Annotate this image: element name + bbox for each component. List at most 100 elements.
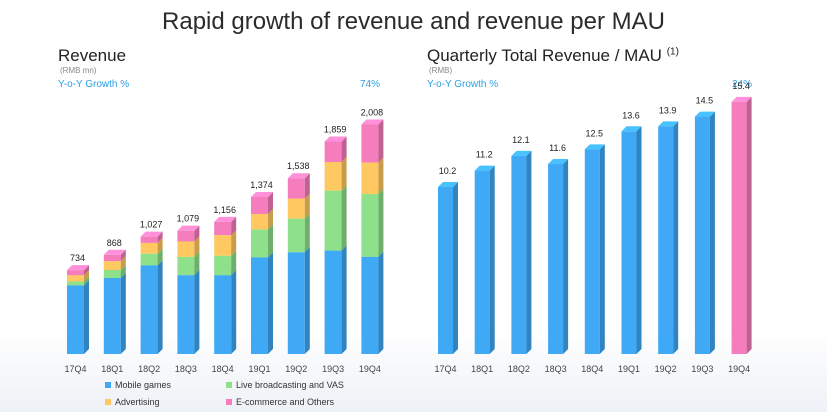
bar-17Q4-mobile-games-side <box>84 280 89 354</box>
revenue-per-mau-heading: Quarterly Total Revenue / MAU (1) <box>427 46 679 66</box>
bar-18Q2-mobile-games <box>140 260 163 354</box>
bar-18Q1-live-broadcasting-and-vas-front <box>103 270 121 278</box>
bar-18Q2-e-commerce-and-others-top <box>140 231 163 237</box>
bar-18Q3-mobile-games-front <box>177 275 195 354</box>
bar-19Q1-live-broadcasting-and-vas-side <box>268 224 273 258</box>
bar-19Q3-advertising-front <box>324 162 342 191</box>
bar-19Q3-live-broadcasting-and-vas <box>324 185 347 251</box>
x-tick-label: 19Q2 <box>285 364 307 374</box>
bar-19Q3-e-commerce-and-others-front <box>324 141 342 162</box>
bar-18Q2-live-broadcasting-and-vas-front <box>140 253 158 266</box>
bar-total-label: 1,374 <box>250 180 273 190</box>
bar-19Q1-advertising-side <box>268 209 273 230</box>
bar-18Q1-mobile-games-front <box>103 278 121 354</box>
bar-mau-18Q1-top <box>474 165 495 171</box>
bar-17Q4-mobile-games <box>67 280 89 354</box>
revenue-per-mau-growth-value: 24% <box>732 79 753 90</box>
bar-19Q1-advertising-front <box>251 214 268 230</box>
bar-mau-19Q3-side <box>709 111 715 354</box>
bar-18Q3-mobile-games <box>177 270 200 354</box>
bar-19Q4-mobile-games <box>361 251 384 354</box>
bar-18Q3-e-commerce-and-others <box>177 225 200 242</box>
bar-mau-19Q2-top <box>658 121 679 127</box>
bar-value-label: 12.5 <box>586 128 604 138</box>
bar-18Q1-e-commerce-and-others-front <box>103 254 121 262</box>
bar-19Q4-live-broadcasting-and-vas-front <box>361 194 379 257</box>
bar-19Q3-mobile-games-front <box>324 250 342 354</box>
x-tick-label: 19Q2 <box>655 364 677 374</box>
bar-19Q1-e-commerce-and-others <box>251 191 273 214</box>
bar-mau-19Q4-front <box>731 101 747 354</box>
bar-18Q3-advertising-front <box>177 241 195 257</box>
bar-17Q4-e-commerce-and-others-front <box>67 270 84 276</box>
bar-19Q2-e-commerce-and-others-side <box>304 173 310 199</box>
bar-value-label: 13.9 <box>659 105 677 115</box>
bar-19Q2-mobile-games-front <box>287 252 305 354</box>
x-tick-label: 17Q4 <box>434 364 456 374</box>
bar-mau-19Q4-top <box>731 96 752 102</box>
x-tick-label: 19Q4 <box>359 364 381 374</box>
bar-19Q4-mobile-games-front <box>361 256 379 354</box>
bar-19Q3-live-broadcasting-and-vas-front <box>324 190 342 251</box>
bar-17Q4-live-broadcasting-and-vas-side <box>84 276 89 286</box>
bar-19Q3-mobile-games-side <box>341 245 347 354</box>
revenue-growth-value: 74% <box>360 79 381 90</box>
x-tick-label: 19Q4 <box>728 364 750 374</box>
revenue-per-mau-unit: (RMB) <box>429 66 453 75</box>
bar-18Q4-advertising-front <box>214 235 232 256</box>
legend-swatch <box>226 399 232 405</box>
bar-18Q2-e-commerce-and-others-front <box>140 236 158 243</box>
bar-19Q1-mobile-games-front <box>251 257 268 354</box>
bar-17Q4-e-commerce-and-others <box>67 265 89 276</box>
bar-18Q4-e-commerce-and-others <box>214 216 237 236</box>
bar-mau-18Q4-side <box>599 144 605 354</box>
bar-19Q2-live-broadcasting-and-vas-side <box>304 213 310 253</box>
bar-18Q2-e-commerce-and-others <box>140 231 163 243</box>
bar-18Q2-live-broadcasting-and-vas-side <box>157 248 163 266</box>
legend-swatch <box>105 382 111 388</box>
page-title: Rapid growth of revenue and revenue per … <box>162 8 665 35</box>
bar-19Q2-advertising-front <box>287 198 305 219</box>
legend-swatch <box>105 399 111 405</box>
bar-mau-18Q2 <box>511 150 532 354</box>
bar-18Q4-e-commerce-and-others-top <box>214 216 237 222</box>
bar-19Q1-live-broadcasting-and-vas-front <box>251 229 268 258</box>
bar-18Q4-e-commerce-and-others-side <box>231 216 237 236</box>
bar-mau-19Q3 <box>694 111 715 354</box>
revenue-heading: Revenue <box>58 46 127 65</box>
bar-value-label: 14.5 <box>696 96 714 106</box>
bar-18Q3-live-broadcasting-and-vas-front <box>177 256 195 276</box>
bar-19Q4-advertising <box>361 157 384 194</box>
revenue-per-mau-growth-label: Y-o-Y Growth % <box>427 79 499 90</box>
bar-18Q4-live-broadcasting-and-vas-front <box>214 255 232 276</box>
bar-18Q1-e-commerce-and-others-side <box>120 249 126 262</box>
legend-label: Live broadcasting and VAS <box>236 380 344 390</box>
bar-mau-19Q1 <box>621 126 642 354</box>
bar-19Q2-e-commerce-and-others-front <box>287 178 305 199</box>
bar-value-label: 10.2 <box>439 166 457 176</box>
bar-19Q4-e-commerce-and-others <box>361 119 384 163</box>
bar-18Q4-advertising-side <box>231 230 237 256</box>
bar-total-label: 1,079 <box>177 214 200 224</box>
bar-19Q4-e-commerce-and-others-side <box>378 119 384 163</box>
bar-total-label: 1,156 <box>213 205 236 215</box>
bar-18Q4-mobile-games-side <box>231 270 237 354</box>
bar-18Q1-e-commerce-and-others-top <box>103 249 126 255</box>
legend-ecommerce: E-commerce and Others <box>226 397 334 407</box>
bar-value-label: 11.6 <box>549 143 566 153</box>
bar-17Q4-advertising-front <box>67 275 84 282</box>
bar-mau-18Q4-front <box>584 149 600 354</box>
bar-19Q3-mobile-games <box>324 245 347 354</box>
bar-18Q4-mobile-games-front <box>214 275 232 354</box>
bar-mau-19Q1-top <box>621 126 642 132</box>
bar-19Q4-live-broadcasting-and-vas <box>361 189 384 257</box>
x-tick-label: 18Q2 <box>508 364 530 374</box>
x-tick-label: 18Q3 <box>175 364 197 374</box>
bar-19Q3-live-broadcasting-and-vas-side <box>341 185 347 251</box>
bar-mau-19Q2-front <box>658 126 674 354</box>
bar-18Q2-mobile-games-side <box>157 260 163 354</box>
x-tick-label: 19Q3 <box>322 364 344 374</box>
bar-19Q2-mobile-games <box>287 247 310 354</box>
bar-mau-18Q3-side <box>563 159 569 354</box>
